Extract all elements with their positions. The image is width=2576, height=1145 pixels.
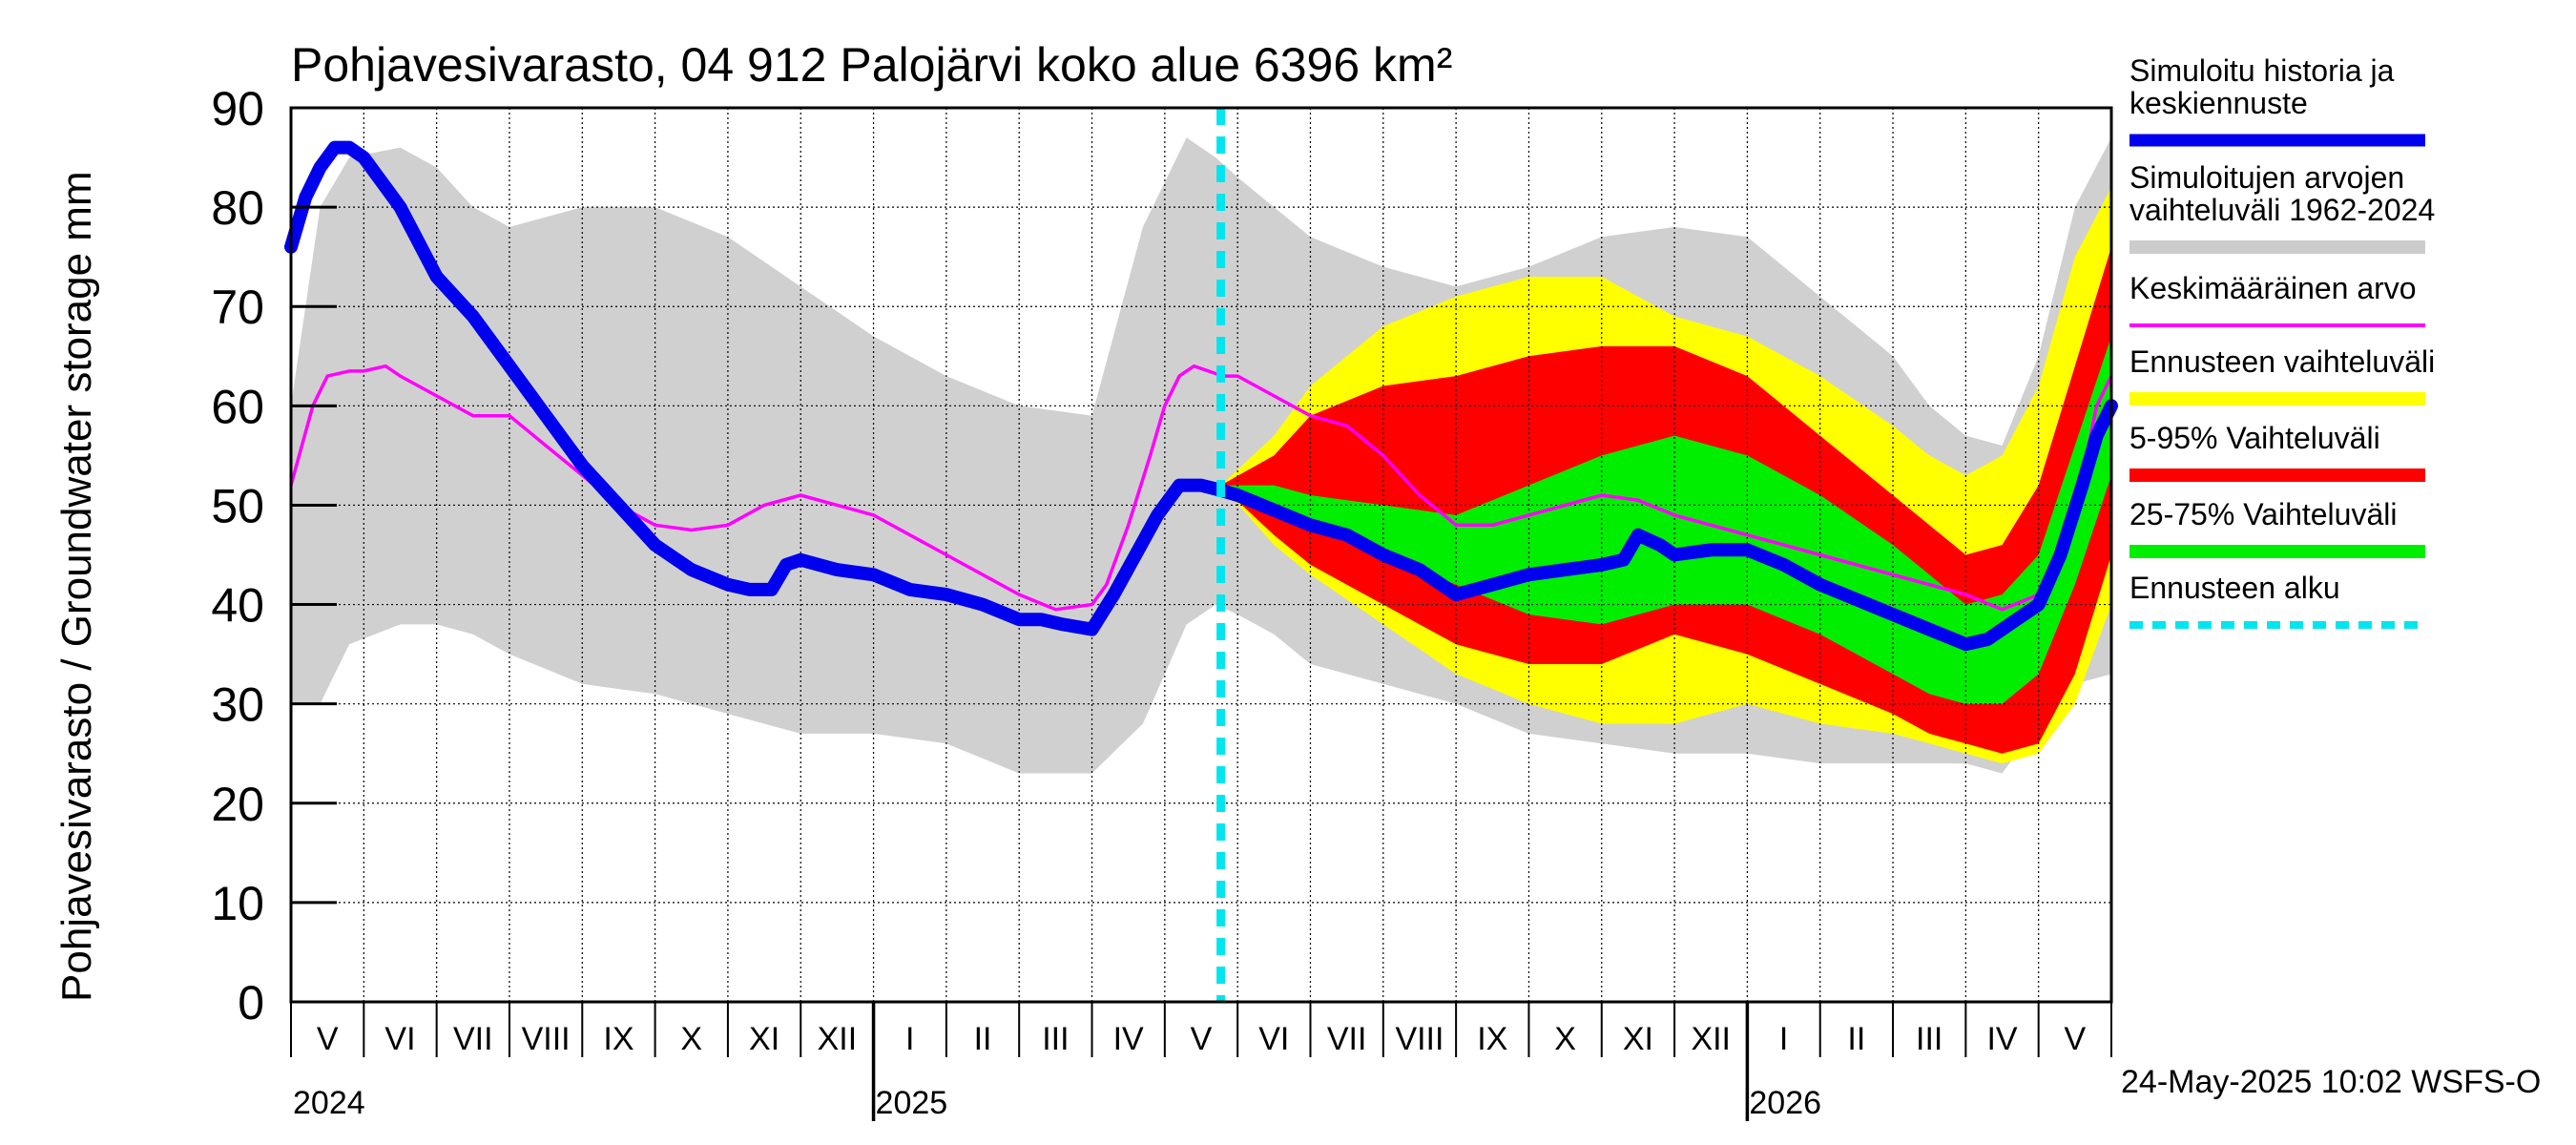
x-month-label: IX: [603, 1021, 634, 1057]
plot-bands: [291, 137, 2111, 774]
mean-line: [289, 364, 2113, 612]
x-month-label: III: [1916, 1021, 1942, 1057]
x-year-label: 2026: [1749, 1085, 1821, 1121]
x-month-label: XI: [1623, 1021, 1653, 1057]
x-month-label: VII: [1327, 1021, 1367, 1057]
simulated-line: [284, 140, 2118, 652]
x-month-label: IV: [1113, 1021, 1144, 1057]
x-month-label: IV: [1986, 1021, 2017, 1057]
x-month-label: VI: [1258, 1021, 1289, 1057]
x-month-label: IX: [1477, 1021, 1507, 1057]
legend-label: Simuloitu historia ja: [2129, 53, 2395, 88]
x-month-label: VI: [384, 1021, 415, 1057]
x-month-label: V: [1191, 1021, 1213, 1057]
y-tick-label: 90: [211, 82, 264, 135]
legend-swatch: [2129, 545, 2425, 558]
x-month-label: I: [1779, 1021, 1788, 1057]
x-month-label: X: [680, 1021, 702, 1057]
legend-swatch: [2129, 392, 2425, 406]
x-month-label: XII: [1691, 1021, 1731, 1057]
y-tick-label: 20: [211, 778, 264, 831]
y-tick-label: 10: [211, 877, 264, 930]
x-month-label: XI: [749, 1021, 779, 1057]
legend-label: Simuloitujen arvojen: [2129, 160, 2404, 195]
legend-label: 5-95% Vaihteluväli: [2129, 421, 2380, 455]
x-month-label: VII: [453, 1021, 493, 1057]
y-tick-label: 60: [211, 380, 264, 433]
legend-label: 25-75% Vaihteluväli: [2129, 497, 2397, 531]
x-month-label: VIII: [522, 1021, 571, 1057]
legend-swatch: [2129, 468, 2425, 482]
x-month-label: II: [1847, 1021, 1865, 1057]
legend-label: Ennusteen vaihteluväli: [2129, 344, 2435, 379]
x-month-label: VIII: [1395, 1021, 1444, 1057]
plot-frame: [289, 106, 2113, 1004]
legend-label: Ennusteen alku: [2129, 571, 2340, 605]
x-year-label: 2024: [293, 1085, 365, 1121]
y-tick-label: 70: [211, 281, 264, 334]
legend-label: Keskimääräinen arvo: [2129, 271, 2417, 305]
legend-label: keskiennuste: [2129, 86, 2308, 120]
x-month-label: X: [1554, 1021, 1576, 1057]
x-month-label: III: [1042, 1021, 1069, 1057]
y-axis-label: Pohjavesivarasto / Groundwater storage m…: [53, 171, 100, 1002]
x-month-label: V: [317, 1021, 339, 1057]
y-tick-label: 30: [211, 678, 264, 732]
chart-title: Pohjavesivarasto, 04 912 Palojärvi koko …: [291, 38, 1452, 92]
footer-timestamp: 24-May-2025 10:02 WSFS-O: [2121, 1064, 2541, 1100]
x-month-label: XII: [818, 1021, 858, 1057]
y-tick-labels: 0 10 20 30 40 50 60 70 80 90: [211, 82, 264, 1030]
axes-frame: [289, 106, 2113, 1121]
y-tick-label: 40: [211, 579, 264, 633]
y-tick-label: 80: [211, 181, 264, 235]
x-month-label: V: [2064, 1021, 2086, 1057]
x-year-label: 2025: [876, 1085, 948, 1121]
y-tick-label: 0: [238, 976, 264, 1030]
legend-swatch: [2129, 240, 2425, 254]
legend-label: vaihteluväli 1962-2024: [2129, 193, 2435, 227]
y-tick-label: 50: [211, 479, 264, 532]
plot-lines: [284, 108, 2118, 1002]
grid-lines: [291, 108, 2111, 1002]
x-month-label: I: [905, 1021, 914, 1057]
x-month-label: II: [974, 1021, 992, 1057]
x-tick-labels: V VI VII VIII IX X XI XII I II III IV V VI VII VIII IX X X…: [293, 1021, 2086, 1121]
